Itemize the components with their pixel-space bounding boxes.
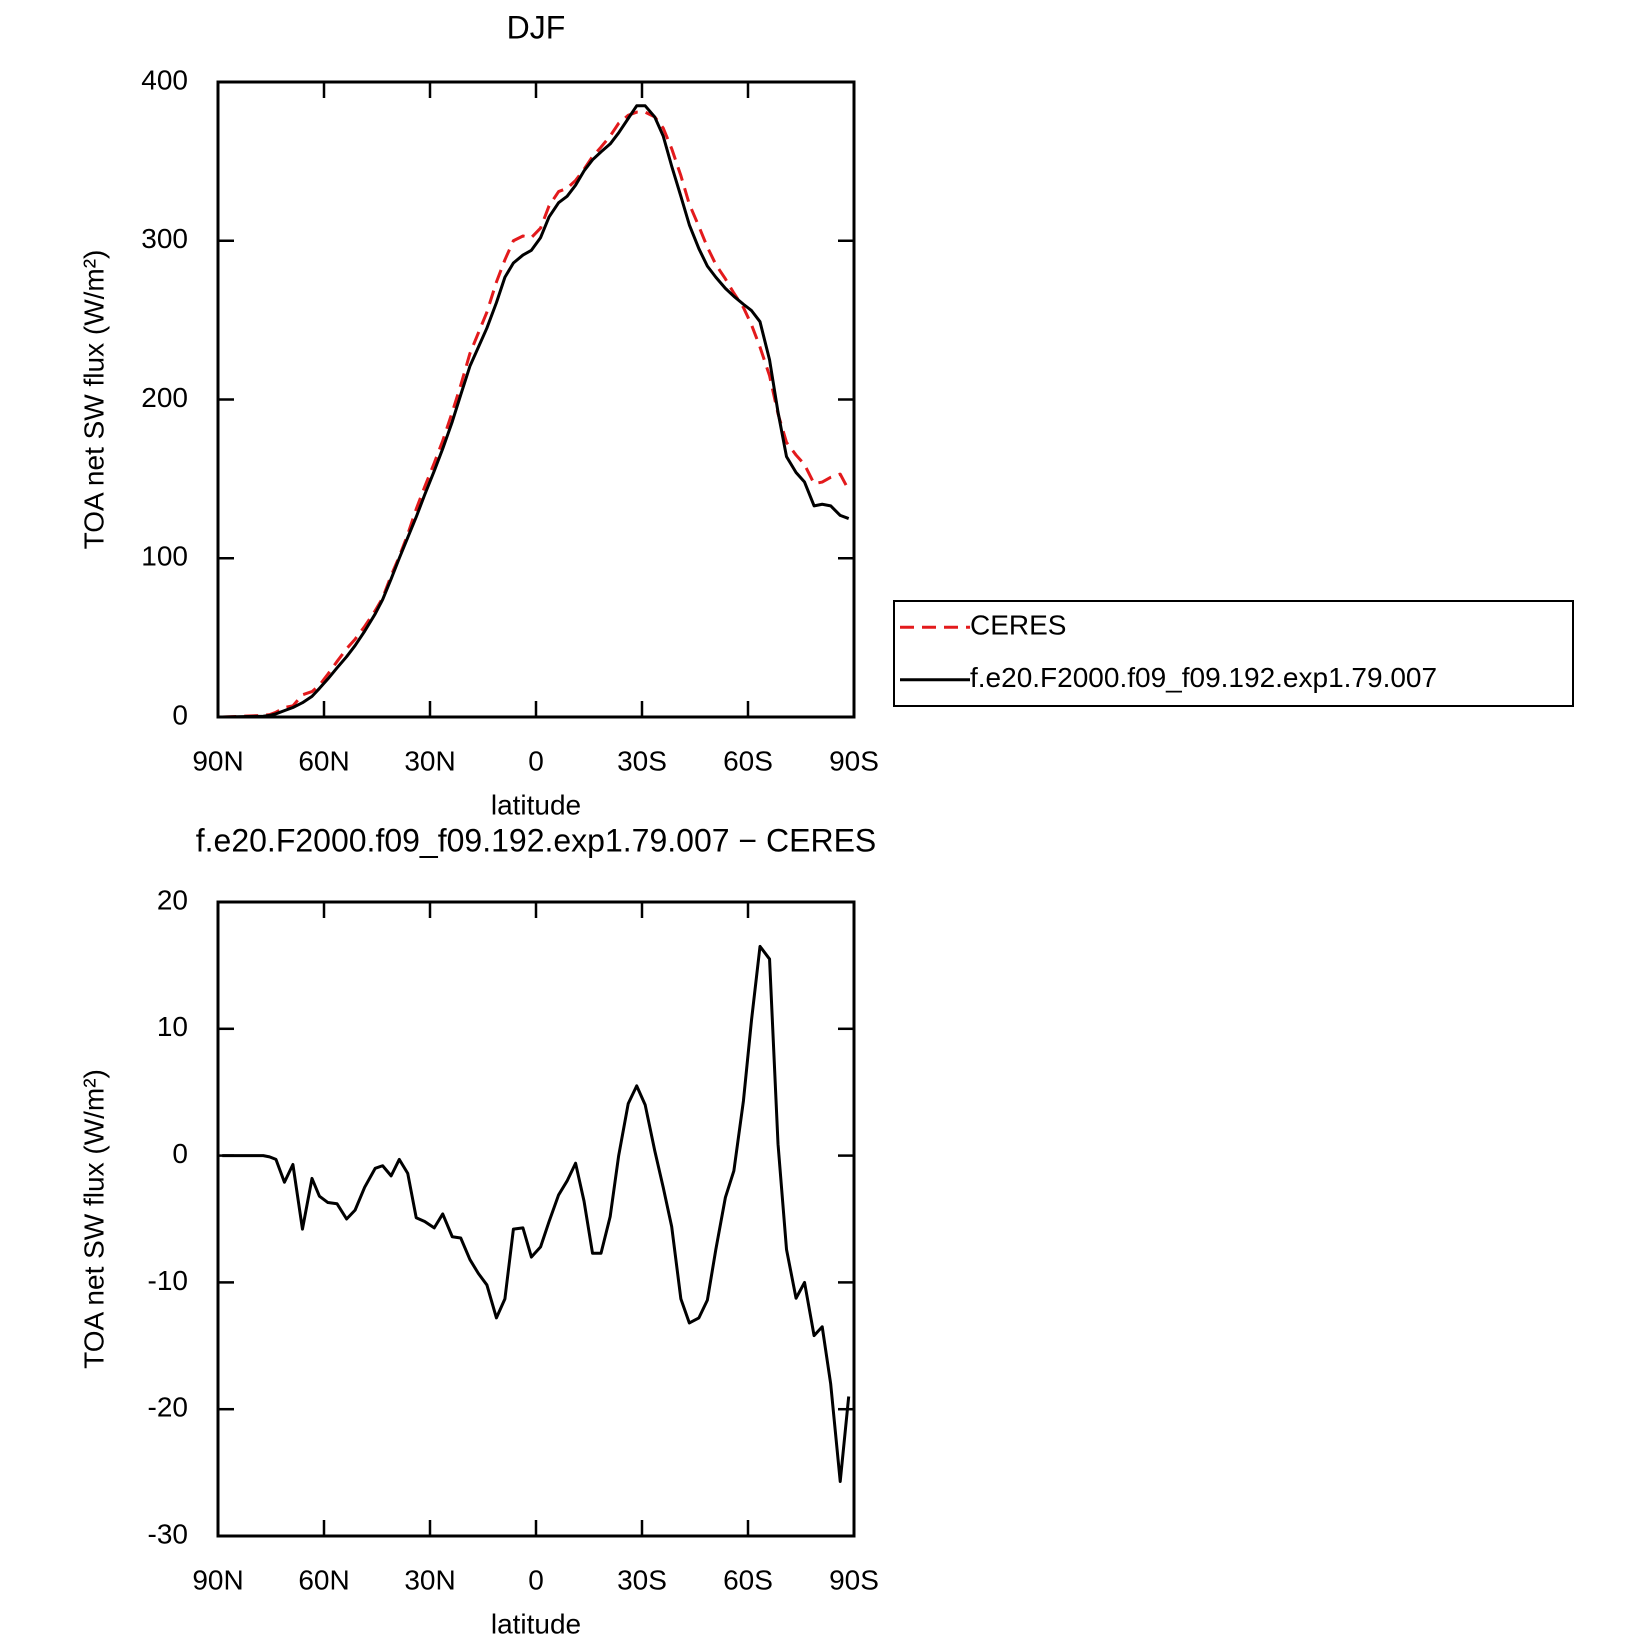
data-line — [222, 110, 851, 719]
plot-frame — [216, 900, 856, 1538]
legend-label: f.e20.F2000.f09_f09.192.exp1.79.007 — [970, 662, 1437, 693]
y-tick-label: 0 — [172, 1138, 188, 1169]
x-tick-label: 90N — [192, 1564, 243, 1595]
x-tick-label: 30S — [617, 1564, 667, 1595]
y-tick-label: -10 — [148, 1265, 188, 1296]
data-line — [222, 944, 851, 1483]
y-axis-label: TOA net SW flux (W/m²) — [78, 250, 109, 550]
legend-box — [893, 600, 1574, 707]
y-tick-label: 300 — [141, 223, 188, 254]
y-axis-label: TOA net SW flux (W/m²) — [78, 1069, 109, 1369]
x-tick-label: 30N — [404, 745, 455, 776]
x-tick-label: 60S — [723, 745, 773, 776]
x-tick-label: 60S — [723, 1564, 773, 1595]
legend-label: CERES — [970, 610, 1066, 641]
y-tick-label: 10 — [157, 1011, 188, 1042]
chart-title: DJF — [507, 9, 566, 45]
x-tick-label: 90S — [829, 1564, 879, 1595]
y-tick-label: -30 — [148, 1518, 188, 1549]
y-tick-label: 20 — [157, 884, 188, 915]
x-tick-label: 0 — [528, 745, 544, 776]
y-tick-label: 100 — [141, 541, 188, 572]
y-tick-label: 400 — [141, 64, 188, 95]
x-tick-label: 90N — [192, 745, 243, 776]
y-tick-label: 0 — [172, 699, 188, 730]
y-tick-label: -20 — [148, 1392, 188, 1423]
x-axis-label: latitude — [491, 789, 581, 820]
chart-title: f.e20.F2000.f09_f09.192.exp1.79.007 − CE… — [196, 822, 877, 858]
plot-frame — [216, 80, 856, 719]
x-tick-label: 90S — [829, 745, 879, 776]
x-axis-label: latitude — [491, 1608, 581, 1639]
data-line — [222, 104, 850, 719]
x-tick-label: 60N — [298, 745, 349, 776]
x-tick-label: 30S — [617, 745, 667, 776]
x-tick-label: 30N — [404, 1564, 455, 1595]
x-tick-label: 60N — [298, 1564, 349, 1595]
x-tick-label: 0 — [528, 1564, 544, 1595]
y-tick-label: 200 — [141, 382, 188, 413]
